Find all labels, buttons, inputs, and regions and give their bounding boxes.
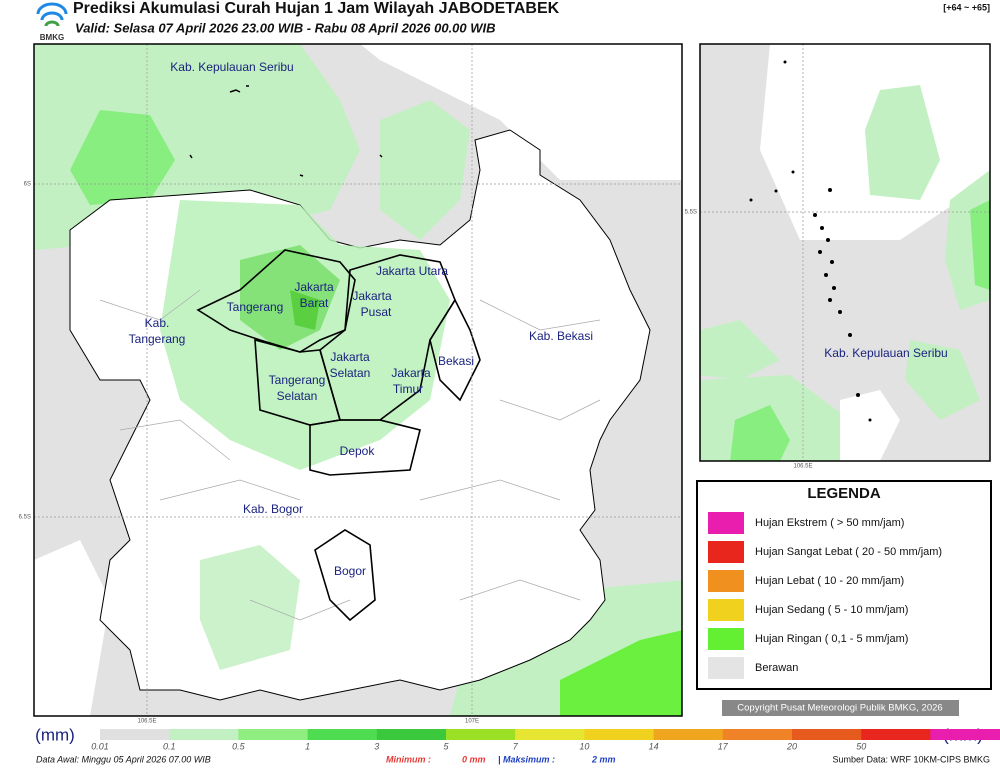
legend-swatch bbox=[708, 628, 744, 650]
inset-map: 5.5S 106.5E Kab. Kepulauan Seribu bbox=[685, 43, 991, 470]
map-label: Bekasi bbox=[438, 354, 474, 368]
lon-tick: 107E bbox=[465, 719, 479, 725]
colorbar-segment bbox=[169, 729, 239, 740]
legend-swatch bbox=[708, 512, 744, 534]
data-awal: Data Awal: Minggu 05 April 2026 07.00 WI… bbox=[36, 754, 211, 764]
legend-title: LEGENDA bbox=[807, 485, 881, 502]
maximum-label: | Maksimum : bbox=[498, 754, 555, 764]
legend-label: Hujan Lebat ( 10 - 20 mm/jam) bbox=[755, 575, 904, 587]
colorbar-tick-label: 0.1 bbox=[163, 741, 176, 751]
colorbar-segment bbox=[722, 729, 793, 740]
colorbar-tick-label: 5 bbox=[443, 741, 449, 751]
map-label: Tangerang bbox=[129, 332, 186, 346]
map-label: Kab. Bekasi bbox=[529, 329, 593, 343]
map-label: Selatan bbox=[277, 389, 318, 403]
subtitle: Valid: Selasa 07 April 2026 23.00 WIB - … bbox=[75, 20, 496, 35]
map-label: Kab. bbox=[145, 316, 170, 330]
copyright: Copyright Pusat Meteorologi Publik BMKG,… bbox=[737, 703, 942, 714]
map-label: Jakarta bbox=[391, 366, 431, 380]
map-label: Jakarta bbox=[352, 289, 392, 303]
colorbar-segment bbox=[100, 729, 170, 740]
lat-tick: 6S bbox=[24, 182, 31, 188]
colorbar-tick-label: 7 bbox=[513, 741, 519, 751]
logo-text: BMKG bbox=[40, 33, 64, 42]
source: Sumber Data: WRF 10KM-CIPS BMKG bbox=[832, 754, 990, 764]
map-label: Timur bbox=[393, 382, 423, 396]
colorbar-tick-label: 20 bbox=[786, 741, 797, 751]
map-label: Selatan bbox=[330, 366, 371, 380]
map-label: Jakarta bbox=[330, 350, 370, 364]
map-label: Tangerang bbox=[227, 300, 284, 314]
legend-label: Hujan Sedang ( 5 - 10 mm/jam) bbox=[755, 604, 908, 616]
lon-tick: 106.5E bbox=[137, 719, 156, 725]
colorbar-tick-label: 10 bbox=[579, 741, 589, 751]
legend: LEGENDA Hujan Ekstrem ( > 50 mm/jam) Huja… bbox=[696, 480, 992, 690]
colorbar-unit: (mm) bbox=[35, 725, 75, 744]
map-label: Pusat bbox=[361, 305, 392, 319]
legend-label: Hujan Ringan ( 0,1 - 5 mm/jam) bbox=[755, 633, 908, 645]
map-label: Kab. Kepulauan Seribu bbox=[170, 60, 293, 74]
minimum-label: Minimum : bbox=[386, 754, 431, 764]
legend-label: Hujan Sangat Lebat ( 20 - 50 mm/jam) bbox=[755, 546, 942, 558]
colorbar-segment bbox=[307, 729, 378, 740]
map-label: Jakarta bbox=[294, 280, 334, 294]
colorbar-segment bbox=[584, 729, 655, 740]
map-label: Kab. Bogor bbox=[243, 502, 303, 516]
main-map: 6S 6.5S 106.5E 107E Kab. Kepulauan Serib… bbox=[19, 43, 683, 725]
colorbar-segment bbox=[792, 729, 862, 740]
inset-lat-tick: 5.5S bbox=[685, 210, 697, 216]
colorbar-tick-label: 0.5 bbox=[232, 741, 246, 751]
logo: BMKG bbox=[36, 2, 68, 42]
legend-swatch bbox=[708, 599, 744, 621]
colorbar-tick-label: 0.01 bbox=[91, 741, 109, 751]
title: Prediksi Akumulasi Curah Hujan 1 Jam Wil… bbox=[73, 0, 560, 17]
maximum-value: 2 mm bbox=[591, 754, 616, 764]
colorbar-tick-label: 17 bbox=[718, 741, 729, 751]
minimum-value: 0 mm bbox=[462, 754, 486, 764]
copyright-box bbox=[722, 700, 959, 716]
colorbar-segment bbox=[930, 729, 1000, 740]
colorbar-segment bbox=[446, 729, 516, 740]
legend-swatch bbox=[708, 541, 744, 563]
legend-swatch bbox=[708, 570, 744, 592]
map-label: Depok bbox=[340, 444, 376, 458]
colorbar-segment bbox=[376, 729, 447, 740]
colorbar-segment bbox=[653, 729, 724, 740]
map-label: Bogor bbox=[334, 564, 366, 578]
lat-tick: 6.5S bbox=[19, 515, 31, 521]
legend-label: Berawan bbox=[755, 662, 798, 674]
map-label: Tangerang bbox=[269, 373, 326, 387]
colorbar-tick-label: 50 bbox=[856, 741, 866, 751]
legend-swatch bbox=[708, 657, 744, 679]
map-label: Jakarta Utara bbox=[376, 264, 448, 278]
colorbar-tick-label: 3 bbox=[374, 741, 379, 751]
colorbar: 0.01 0.1 0.5 1 3 5 7 10 14 17 20 50 bbox=[91, 729, 1000, 751]
inset-lon-tick: 106.5E bbox=[793, 464, 812, 470]
colorbar-segment bbox=[861, 729, 931, 740]
legend-label: Hujan Ekstrem ( > 50 mm/jam) bbox=[755, 517, 904, 529]
run-range: [+64 ~ +65] bbox=[943, 2, 990, 12]
colorbar-tick-label: 1 bbox=[305, 741, 310, 751]
inset-label: Kab. Kepulauan Seribu bbox=[824, 346, 947, 360]
colorbar-segment bbox=[238, 729, 309, 740]
colorbar-segment bbox=[515, 729, 585, 740]
map-label: Barat bbox=[300, 296, 329, 310]
colorbar-tick-label: 14 bbox=[649, 741, 659, 751]
